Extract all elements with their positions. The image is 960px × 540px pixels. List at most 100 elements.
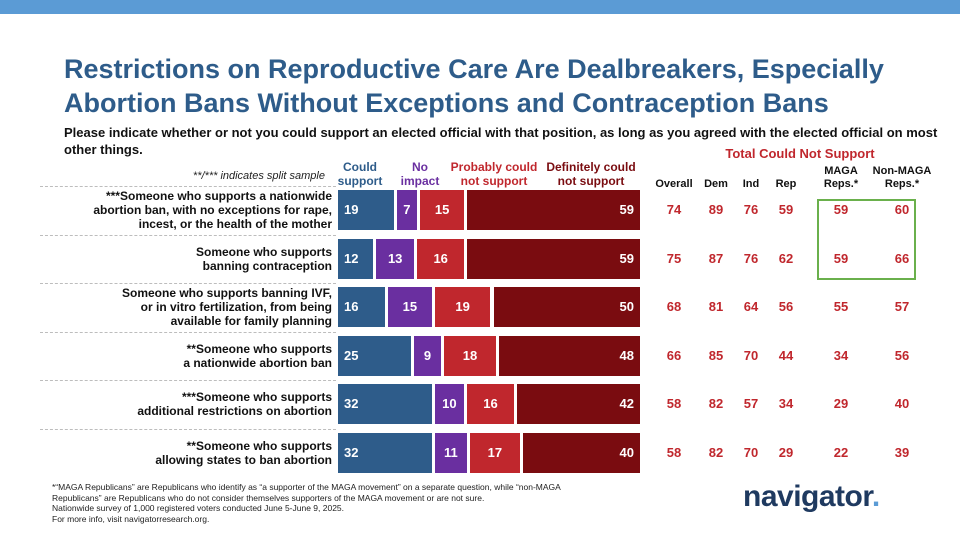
bar-segment-definitely-not: 59 bbox=[467, 190, 640, 230]
top-accent-bar bbox=[0, 0, 960, 14]
table-cell: 56 bbox=[894, 347, 910, 363]
bar-value-label: 25 bbox=[344, 347, 359, 363]
bar-value-label: 19 bbox=[455, 299, 470, 314]
bar-segment-could-support: 16 bbox=[338, 287, 385, 327]
legend-definitely-not-line1: Definitely could bbox=[546, 160, 636, 174]
bar-value-label: 48 bbox=[619, 347, 634, 363]
row-divider bbox=[40, 428, 336, 430]
table-cell: 44 bbox=[778, 347, 794, 363]
table-cell: 64 bbox=[743, 299, 759, 314]
col-overall: Overall bbox=[655, 178, 693, 190]
table-cell: 89 bbox=[708, 202, 724, 217]
row-label: ***Someone who supports additional restri… bbox=[80, 390, 332, 418]
table-cell: 55 bbox=[833, 299, 849, 314]
row-divider bbox=[40, 234, 336, 236]
page-subtitle: Please indicate whether or not you could… bbox=[64, 125, 938, 157]
footnote-line4: For more info, visit navigatorresearch.o… bbox=[52, 513, 210, 524]
row-label-line: allowing states to ban abortion bbox=[155, 452, 332, 467]
bar-value-label: 16 bbox=[344, 299, 359, 314]
bar-value-label: 40 bbox=[619, 444, 634, 460]
table-cell: 60 bbox=[894, 202, 910, 217]
page-title: Restrictions on Reproductive Care Are De… bbox=[64, 54, 884, 118]
legend-could-support: Could support bbox=[330, 160, 390, 188]
bar-value-label: 16 bbox=[433, 250, 448, 266]
logo-text: navigator bbox=[743, 480, 872, 513]
bar-value-label: 7 bbox=[403, 202, 411, 217]
footnote-line1: *“MAGA Republicans” are Republicans who … bbox=[52, 482, 561, 492]
table-cell: 58 bbox=[666, 396, 682, 411]
table-cell: 76 bbox=[743, 250, 759, 266]
table-cell: 58 bbox=[666, 444, 682, 460]
row-label-line: or in vitro fertilization, from being bbox=[140, 300, 332, 314]
bar-segment-probably-not: 18 bbox=[443, 335, 497, 376]
legend-definitely-not: Definitely could not support bbox=[540, 160, 642, 188]
col-non-maga-reps: Non-MAGA Reps.* bbox=[866, 165, 938, 191]
row-label-line: additional restrictions on abortion bbox=[137, 404, 332, 418]
col-rep: Rep bbox=[775, 178, 797, 190]
table-cell: 34 bbox=[833, 347, 849, 363]
bar-segment-could-support: 32 bbox=[338, 384, 432, 424]
table-cell: 66 bbox=[894, 250, 910, 266]
row-label-line: ***Someone who supports a nationwide bbox=[105, 189, 332, 203]
bar-segment-probably-not: 17 bbox=[469, 432, 520, 473]
navigator-logo: navigator. bbox=[743, 480, 880, 514]
row-label-line: a nationwide abortion ban bbox=[183, 355, 332, 370]
table-cell: 87 bbox=[708, 250, 724, 266]
table-cell: 40 bbox=[894, 396, 910, 411]
bar-segment-could-support: 19 bbox=[338, 190, 394, 230]
bar-value-label: 12 bbox=[344, 250, 359, 266]
bar-value-label: 32 bbox=[344, 444, 359, 460]
bar-segment-no-impact: 10 bbox=[434, 384, 465, 424]
bar-segment-probably-not: 15 bbox=[420, 190, 465, 230]
row-label-line: Someone who supports bbox=[195, 244, 332, 259]
bar-segment-no-impact: 15 bbox=[387, 287, 432, 327]
footnote: *“MAGA Republicans” are Republicans who … bbox=[52, 482, 692, 524]
row-label-line: **Someone who supports bbox=[186, 341, 332, 356]
row-label-line: **Someone who supports bbox=[186, 438, 332, 453]
bar-value-label: 50 bbox=[619, 299, 634, 314]
legend-no-impact-line2: impact bbox=[400, 174, 440, 188]
table-cell: 75 bbox=[666, 250, 682, 266]
bar-value-label: 17 bbox=[487, 444, 503, 460]
row-divider bbox=[40, 283, 336, 284]
table-cell: 81 bbox=[708, 299, 724, 314]
row-label: **Someone who supports allowing states to… bbox=[80, 439, 332, 467]
col-maga-line2: Reps.* bbox=[823, 178, 859, 190]
bar-value-label: 59 bbox=[619, 250, 634, 266]
col-non-maga-line1: Non-MAGA bbox=[872, 165, 932, 177]
row-label: **Someone who supports a nationwide abort… bbox=[80, 342, 332, 370]
bar-segment-could-support: 25 bbox=[338, 335, 412, 376]
bar-value-label: 13 bbox=[387, 250, 403, 266]
table-cell: 74 bbox=[666, 202, 682, 217]
table-cell: 66 bbox=[666, 347, 682, 363]
row-label: Someone who supports banning contraceptio… bbox=[80, 245, 332, 273]
legend-no-impact: No impact bbox=[395, 160, 445, 188]
legend-probably-not: Probably could not support bbox=[444, 160, 544, 188]
table-cell: 59 bbox=[833, 250, 849, 266]
table-cell: 59 bbox=[833, 202, 849, 217]
bar-segment-probably-not: 16 bbox=[467, 384, 514, 424]
table-cell: 34 bbox=[778, 396, 794, 411]
row-label-line: abortion ban, with no exceptions for rap… bbox=[93, 203, 332, 217]
legend-probably-not-line2: not support bbox=[460, 174, 528, 188]
table-cell: 57 bbox=[743, 396, 759, 411]
table-cell: 70 bbox=[743, 444, 759, 460]
col-dem: Dem bbox=[704, 178, 728, 190]
table-cell: 29 bbox=[833, 396, 849, 411]
total-could-not-support-title: Total Could Not Support bbox=[725, 146, 875, 161]
bar-value-label: 11 bbox=[443, 444, 458, 460]
table-cell: 59 bbox=[778, 202, 794, 217]
row-label-line: incest, or the health of the mother bbox=[138, 217, 332, 231]
table-cell: 82 bbox=[708, 396, 724, 411]
legend-definitely-not-line2: not support bbox=[557, 174, 625, 188]
bar-segment-definitely-not: 40 bbox=[522, 432, 640, 473]
row-label-line: banning contraception bbox=[202, 258, 332, 273]
legend-probably-not-line1: Probably could bbox=[450, 160, 538, 174]
bar-segment-definitely-not: 48 bbox=[499, 335, 640, 376]
bar-segment-probably-not: 19 bbox=[434, 287, 491, 327]
maga-highlight-box bbox=[817, 199, 916, 280]
col-maga-line1: MAGA bbox=[824, 165, 858, 177]
table-cell: 68 bbox=[666, 299, 682, 314]
legend-no-impact-line1: No bbox=[412, 160, 428, 174]
bar-segment-definitely-not: 42 bbox=[516, 384, 640, 424]
